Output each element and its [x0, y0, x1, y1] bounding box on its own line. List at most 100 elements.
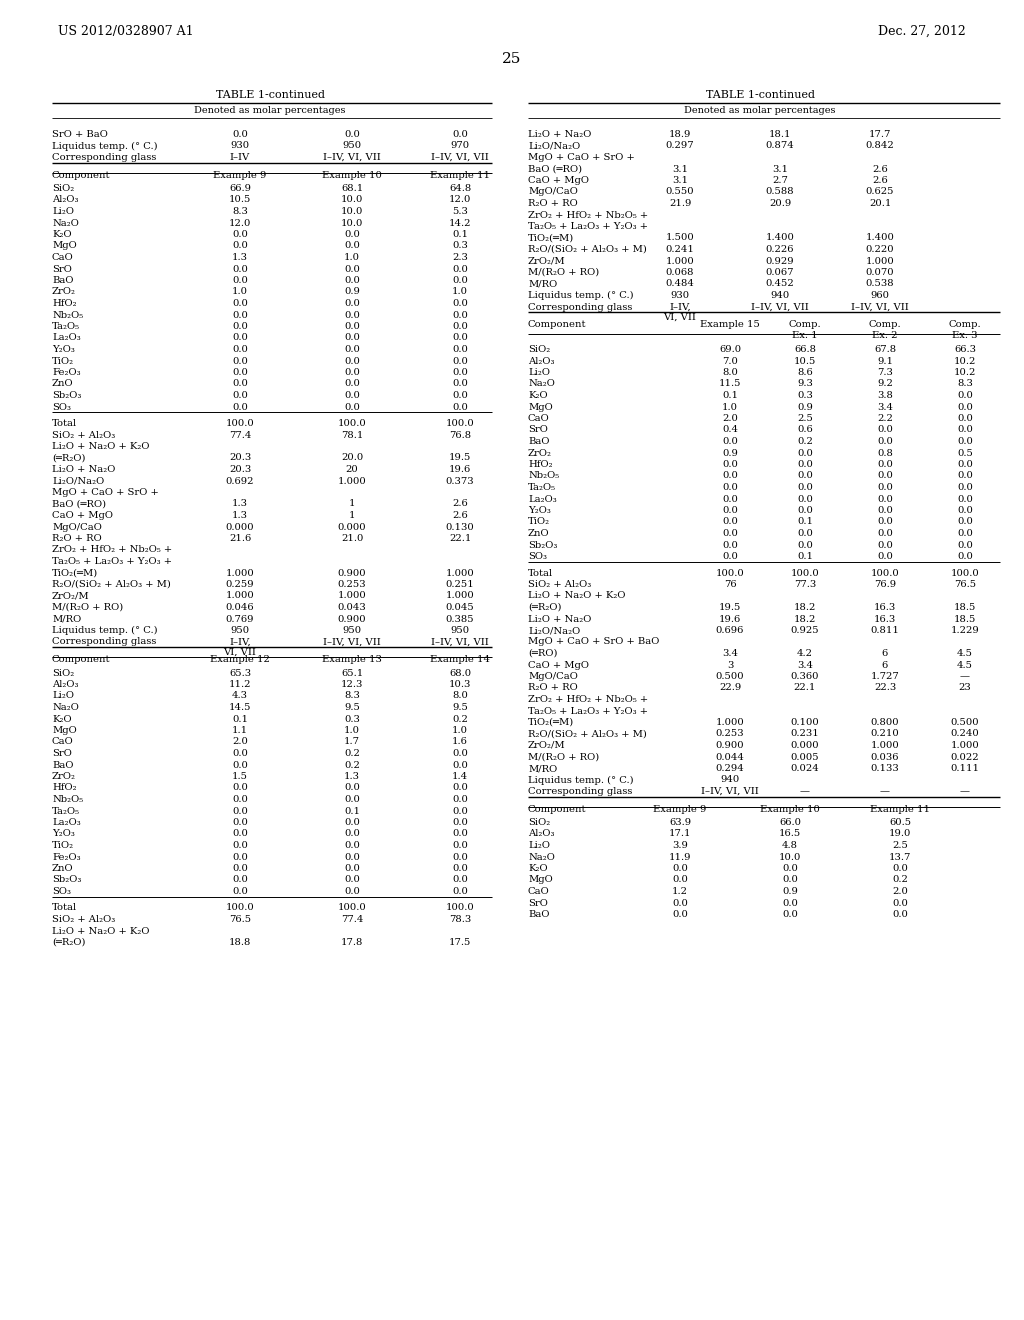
- Text: 0.0: 0.0: [722, 540, 738, 549]
- Text: Comp.: Comp.: [788, 319, 821, 329]
- Text: 0.0: 0.0: [878, 437, 893, 446]
- Text: K₂O: K₂O: [52, 714, 72, 723]
- Text: 0.1: 0.1: [452, 230, 468, 239]
- Text: Al₂O₃: Al₂O₃: [52, 195, 79, 205]
- Text: Na₂O: Na₂O: [52, 219, 79, 227]
- Text: SO₃: SO₃: [52, 887, 71, 896]
- Text: Component: Component: [52, 655, 111, 664]
- Text: 0.0: 0.0: [232, 748, 248, 758]
- Text: CaO: CaO: [528, 414, 550, 422]
- Text: 0.538: 0.538: [865, 280, 894, 289]
- Text: 14.5: 14.5: [228, 704, 251, 711]
- Text: 18.5: 18.5: [953, 615, 976, 623]
- Text: 19.5: 19.5: [719, 603, 741, 612]
- Text: —: —: [800, 787, 810, 796]
- Text: Liquidus temp. (° C.): Liquidus temp. (° C.): [52, 141, 158, 150]
- Text: SrO + BaO: SrO + BaO: [52, 129, 108, 139]
- Text: MgO/CaO: MgO/CaO: [52, 523, 101, 532]
- Text: 1.500: 1.500: [666, 234, 694, 243]
- Text: 20.1: 20.1: [868, 199, 891, 209]
- Text: 0.0: 0.0: [797, 483, 813, 492]
- Text: 0.4: 0.4: [722, 425, 738, 434]
- Text: 0.0: 0.0: [232, 853, 248, 862]
- Text: 0.0: 0.0: [232, 865, 248, 873]
- Text: ZrO₂: ZrO₂: [52, 288, 76, 297]
- Text: R₂O/(SiO₂ + Al₂O₃ + M): R₂O/(SiO₂ + Al₂O₃ + M): [52, 579, 171, 589]
- Text: 2.6: 2.6: [453, 511, 468, 520]
- Text: I–IV: I–IV: [229, 153, 250, 162]
- Text: 0.0: 0.0: [232, 264, 248, 273]
- Text: Li₂O: Li₂O: [528, 841, 550, 850]
- Text: 0.0: 0.0: [878, 471, 893, 480]
- Text: 67.8: 67.8: [873, 345, 896, 354]
- Text: 0.0: 0.0: [232, 818, 248, 828]
- Text: 0.0: 0.0: [344, 264, 360, 273]
- Text: TiO₂(═M): TiO₂(═M): [52, 569, 98, 578]
- Text: Nb₂O₅: Nb₂O₅: [52, 310, 83, 319]
- Text: 66.9: 66.9: [229, 183, 251, 193]
- Text: I–IV, VI, VII: I–IV, VI, VII: [701, 787, 759, 796]
- Text: I–IV, VI, VII: I–IV, VI, VII: [752, 302, 809, 312]
- Text: 1.2: 1.2: [672, 887, 688, 896]
- Text: 2.0: 2.0: [232, 738, 248, 747]
- Text: Example 15: Example 15: [700, 319, 760, 329]
- Text: I–IV, VI, VII: I–IV, VI, VII: [431, 638, 488, 647]
- Text: Component: Component: [52, 170, 111, 180]
- Text: 0.0: 0.0: [672, 909, 688, 919]
- Text: 0.068: 0.068: [666, 268, 694, 277]
- Text: 0.0: 0.0: [344, 334, 360, 342]
- Text: 64.8: 64.8: [449, 183, 471, 193]
- Text: —: —: [961, 672, 970, 681]
- Text: 20.3: 20.3: [229, 454, 251, 462]
- Text: 950: 950: [230, 626, 250, 635]
- Text: 0.925: 0.925: [791, 626, 819, 635]
- Text: 0.111: 0.111: [950, 764, 980, 774]
- Text: 0.133: 0.133: [870, 764, 899, 774]
- Text: 2.7: 2.7: [772, 176, 787, 185]
- Text: 1.3: 1.3: [232, 253, 248, 261]
- Text: Na₂O: Na₂O: [528, 380, 555, 388]
- Text: 1.000: 1.000: [445, 569, 474, 578]
- Text: 10.0: 10.0: [341, 207, 364, 216]
- Text: MgO: MgO: [52, 242, 77, 251]
- Text: 0.0: 0.0: [344, 345, 360, 354]
- Text: 0.0: 0.0: [452, 391, 468, 400]
- Text: 0.0: 0.0: [957, 529, 973, 539]
- Text: 0.0: 0.0: [878, 506, 893, 515]
- Text: 0.550: 0.550: [666, 187, 694, 197]
- Text: 0.0: 0.0: [672, 875, 688, 884]
- Text: 950: 950: [342, 626, 361, 635]
- Text: 0.0: 0.0: [957, 495, 973, 503]
- Text: Example 13: Example 13: [323, 655, 382, 664]
- Text: Li₂O + Na₂O + K₂O: Li₂O + Na₂O + K₂O: [52, 442, 150, 451]
- Text: 6: 6: [882, 649, 888, 657]
- Text: 0.0: 0.0: [722, 529, 738, 539]
- Text: 0.0: 0.0: [892, 909, 908, 919]
- Text: Ta₂O₅ + La₂O₃ + Y₂O₃ +: Ta₂O₅ + La₂O₃ + Y₂O₃ +: [528, 222, 648, 231]
- Text: 78.1: 78.1: [341, 430, 364, 440]
- Text: 1.0: 1.0: [452, 726, 468, 735]
- Text: 100.0: 100.0: [225, 903, 254, 912]
- Text: 0.0: 0.0: [344, 310, 360, 319]
- Text: Ta₂O₅: Ta₂O₅: [52, 807, 80, 816]
- Text: 65.1: 65.1: [341, 668, 364, 677]
- Text: 1.0: 1.0: [344, 726, 360, 735]
- Text: 21.0: 21.0: [341, 535, 364, 543]
- Text: 19.5: 19.5: [449, 454, 471, 462]
- Text: 1.000: 1.000: [225, 569, 254, 578]
- Text: 3.4: 3.4: [722, 649, 738, 657]
- Text: 9.5: 9.5: [344, 704, 360, 711]
- Text: ZrO₂ + HfO₂ + Nb₂O₅ +: ZrO₂ + HfO₂ + Nb₂O₅ +: [528, 696, 648, 704]
- Text: 10.0: 10.0: [341, 195, 364, 205]
- Text: 0.769: 0.769: [225, 615, 254, 623]
- Text: 1.0: 1.0: [722, 403, 738, 412]
- Text: 0.220: 0.220: [865, 246, 894, 253]
- Text: M/RO: M/RO: [528, 280, 557, 289]
- Text: 0.1: 0.1: [797, 517, 813, 527]
- Text: 25: 25: [503, 51, 521, 66]
- Text: BaO (═RO): BaO (═RO): [52, 499, 106, 508]
- Text: 0.929: 0.929: [766, 256, 795, 265]
- Text: 18.2: 18.2: [794, 603, 816, 612]
- Text: 0.900: 0.900: [338, 569, 367, 578]
- Text: 0.070: 0.070: [865, 268, 894, 277]
